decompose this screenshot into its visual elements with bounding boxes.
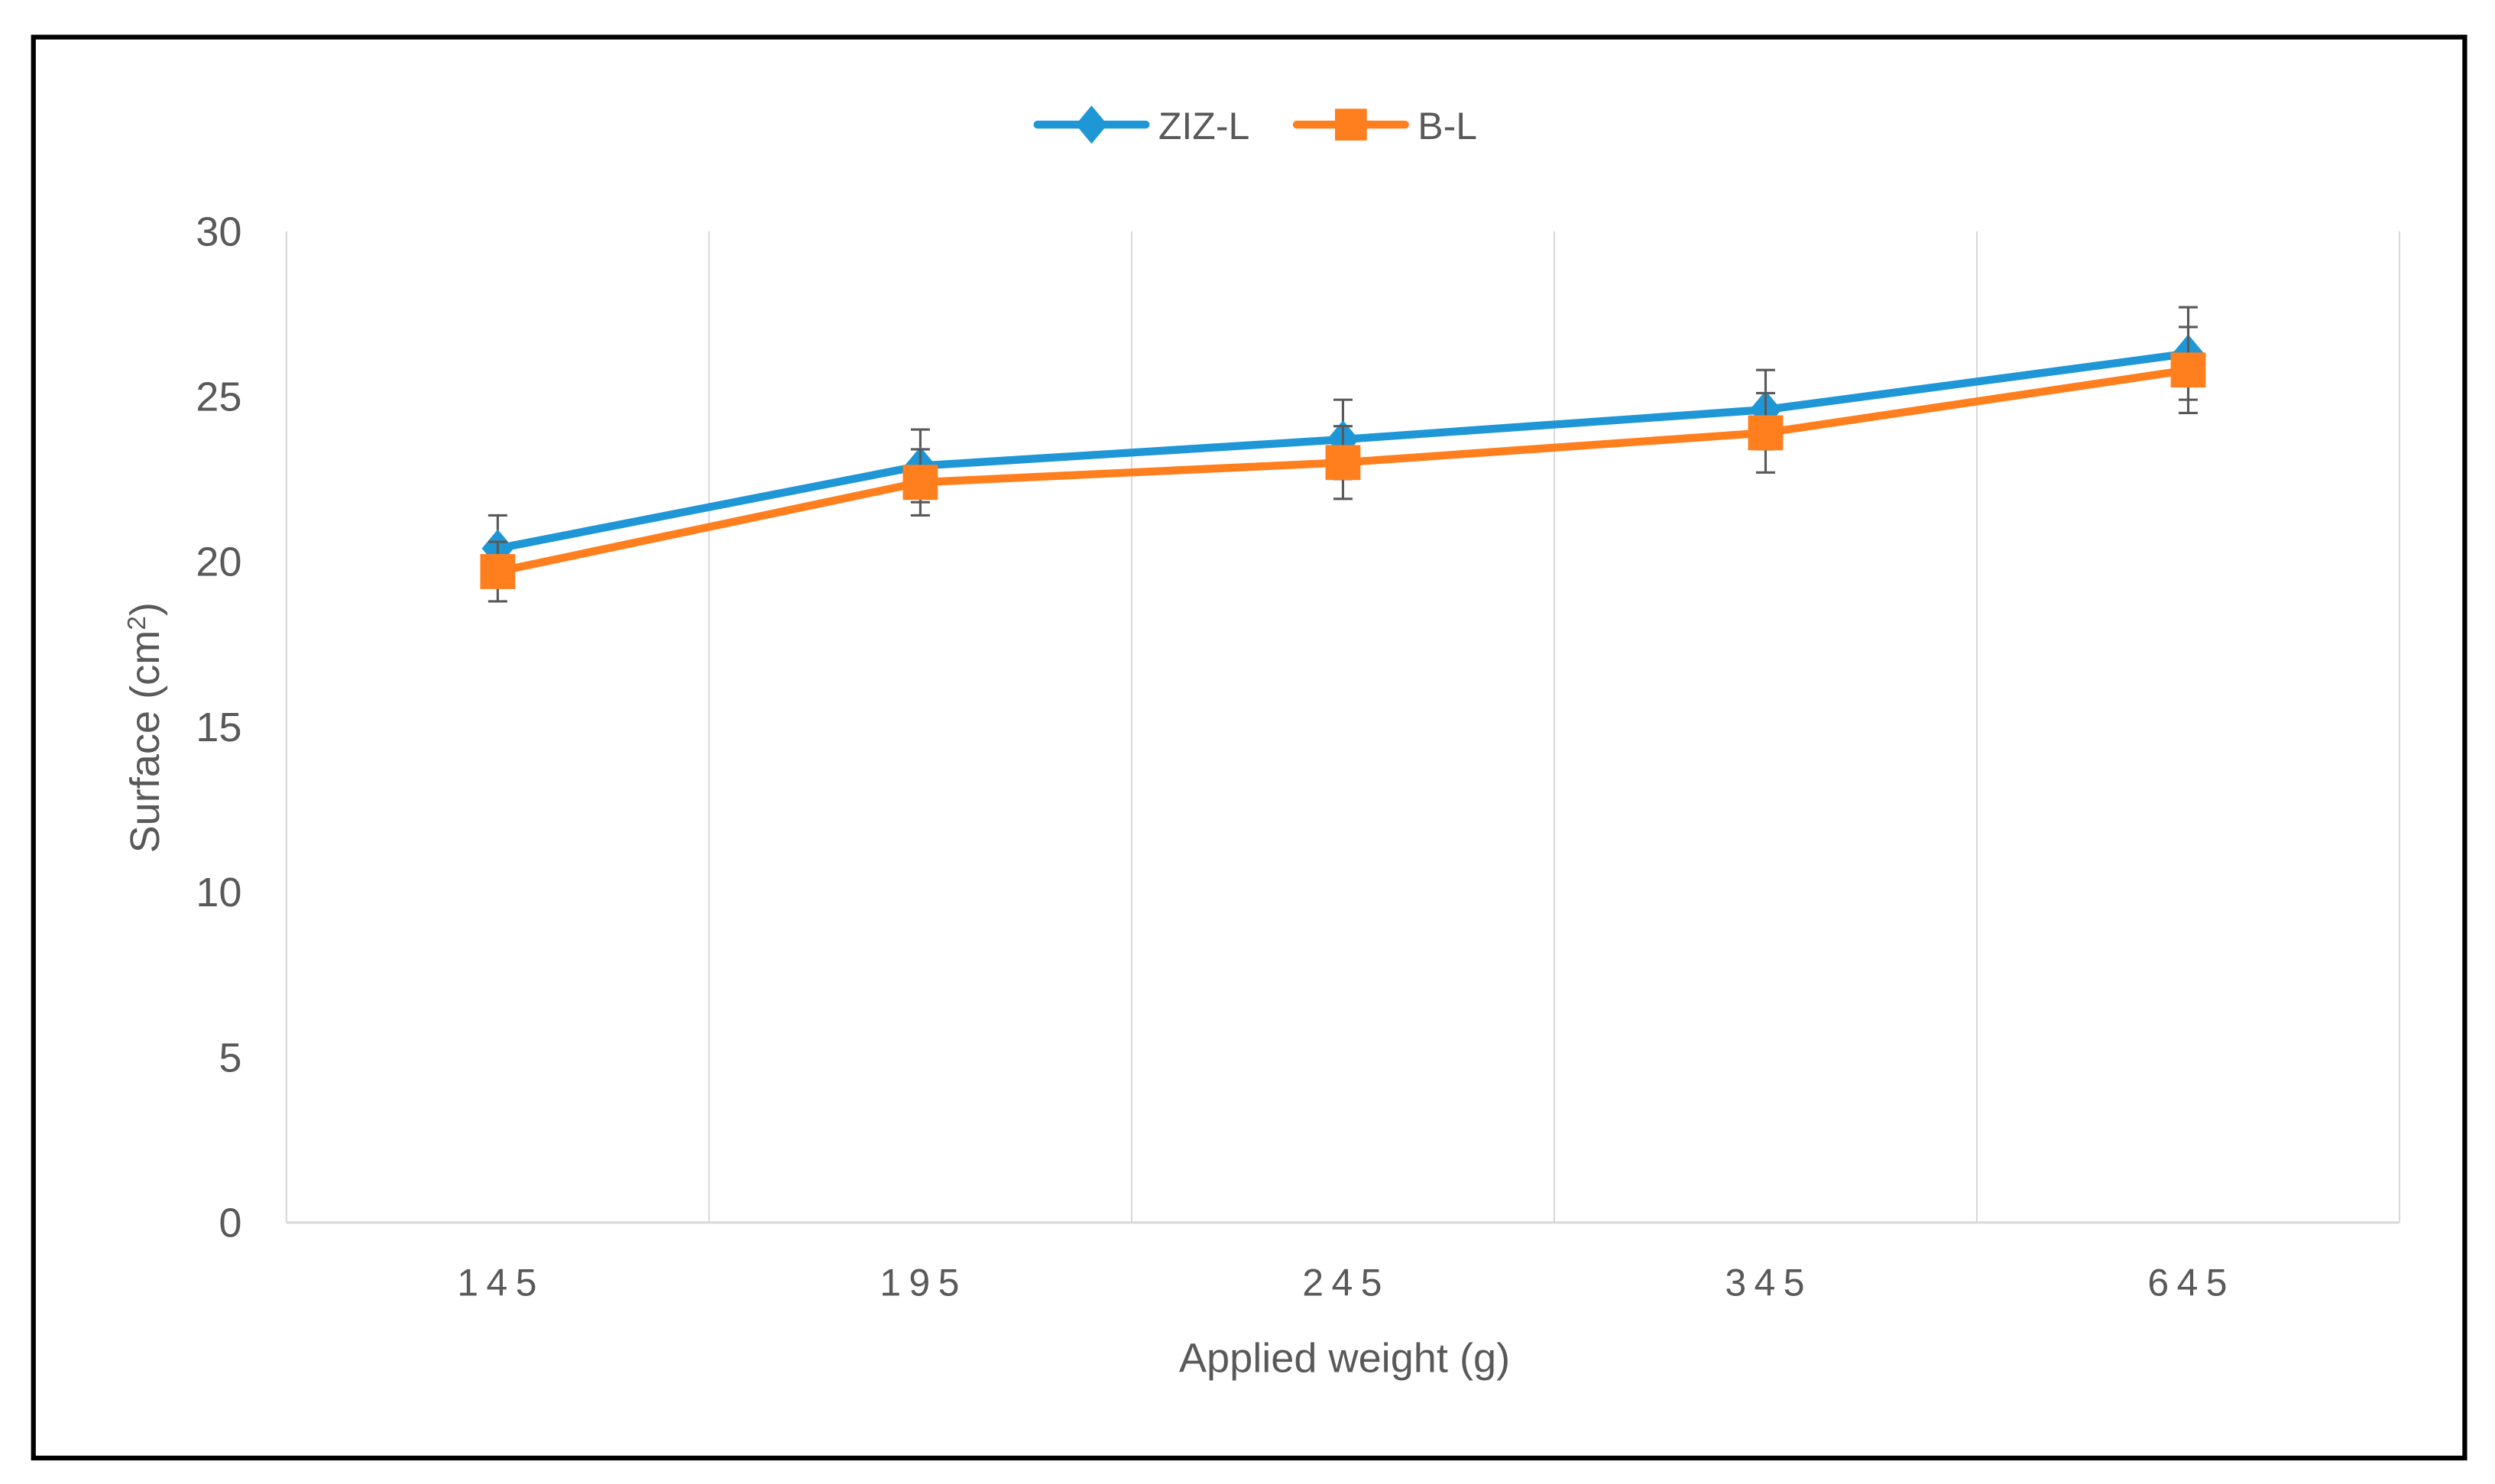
x-axis-label: Applied weight (g) — [1179, 1336, 1510, 1382]
grid — [285, 231, 2401, 1224]
y-tick-labels: 0 5 10 15 20 25 30 — [196, 209, 241, 1246]
data-point-square — [1748, 415, 1784, 451]
legend-item-ziz-l: ZIZ-L — [1033, 105, 1249, 147]
legend: ZIZ-L B-L — [1033, 105, 1477, 147]
y-tick-label: 5 — [219, 1035, 241, 1081]
y-tick-label: 15 — [196, 705, 241, 750]
legend-label: B-L — [1418, 105, 1477, 147]
data-point-square — [480, 554, 516, 589]
y-tick-label: 30 — [196, 209, 241, 254]
series-group — [480, 306, 2206, 603]
y-tick-label: 25 — [196, 374, 241, 420]
x-tick-label: 145 — [457, 1262, 545, 1304]
y-tick-label: 10 — [196, 870, 241, 915]
legend-marker-square — [1335, 109, 1367, 141]
data-point-square — [2170, 352, 2206, 388]
series-b-l — [480, 326, 2206, 603]
data-point-square — [902, 465, 938, 501]
y-tick-label: 0 — [219, 1200, 241, 1246]
x-tick-label: 245 — [1302, 1262, 1390, 1304]
x-tick-label: 345 — [1725, 1262, 1813, 1304]
legend-marker-diamond — [1075, 105, 1108, 144]
chart-frame — [31, 34, 2467, 1461]
x-tick-labels: 145 195 245 345 645 — [457, 1262, 2235, 1304]
data-point-square — [1325, 445, 1361, 481]
y-tick-label: 20 — [196, 539, 241, 585]
legend-item-b-l: B-L — [1292, 105, 1477, 147]
x-tick-label: 195 — [880, 1262, 967, 1304]
x-tick-label: 645 — [2147, 1262, 2235, 1304]
legend-label: ZIZ-L — [1158, 105, 1249, 147]
y-axis-label: Surface (cm2) — [122, 602, 168, 853]
